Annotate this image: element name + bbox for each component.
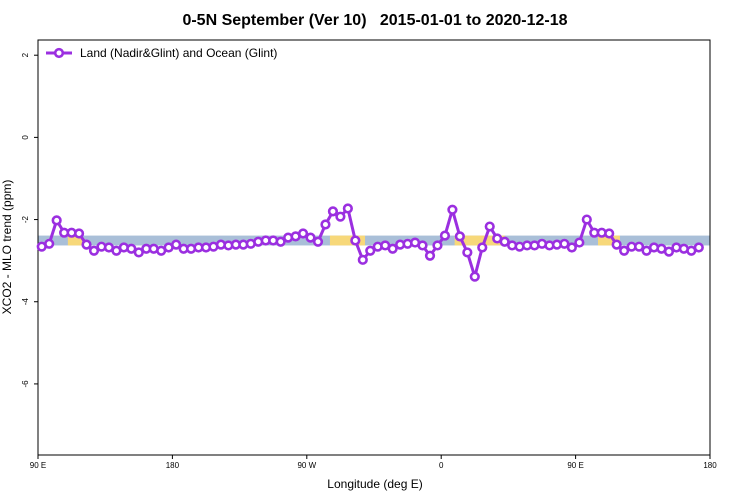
y-tick-label: 0 [21, 135, 30, 140]
data-point [469, 271, 480, 282]
data-point [350, 235, 361, 246]
data-point [133, 247, 144, 258]
x-tick-label: 0 [439, 461, 444, 470]
data-point [611, 239, 622, 250]
band [329, 235, 366, 246]
data-point [327, 206, 339, 217]
data-point [574, 237, 585, 248]
data-point [619, 245, 630, 256]
y-tick-label: -2 [21, 215, 30, 223]
data-point [73, 228, 85, 239]
data-point [342, 203, 353, 214]
data-point [484, 221, 495, 232]
data-point [44, 238, 55, 249]
band [598, 235, 620, 246]
data-point [693, 242, 704, 253]
data-point [320, 219, 331, 230]
data-point [305, 232, 316, 243]
y-tick-label: -6 [21, 380, 30, 388]
x-axis-label: Longitude (deg E) [327, 477, 422, 491]
x-tick-label: 180 [166, 461, 180, 470]
data-point [297, 228, 309, 239]
data-point [424, 250, 436, 261]
x-tick-label: 90 W [297, 461, 316, 470]
x-tick-label: 90 E [567, 461, 583, 470]
data-point [566, 242, 577, 253]
data-point [633, 241, 645, 252]
y-tick-label: -4 [21, 298, 30, 306]
data-point [312, 236, 324, 247]
x-tick-label: 180 [703, 461, 717, 470]
data-point [462, 247, 473, 258]
x-tick-label: 90 E [30, 461, 46, 470]
data-point [559, 238, 570, 249]
legend-marker [53, 47, 65, 59]
data-point [604, 228, 615, 239]
data-point [171, 239, 182, 250]
y-axis-label: XCO2 - MLO trend (ppm) [0, 180, 14, 315]
y-tick-label: 2 [21, 52, 30, 57]
data-point [387, 243, 398, 254]
data-point [447, 204, 458, 215]
data-point [439, 230, 451, 241]
band [38, 235, 710, 246]
data-point [357, 254, 368, 265]
data-point [499, 236, 510, 247]
data-point [81, 239, 92, 250]
data-point [88, 245, 100, 256]
data-point [581, 214, 592, 225]
data-point [275, 236, 286, 247]
data-point [454, 231, 465, 242]
legend-label: Land (Nadir&Glint) and Ocean (Glint) [80, 46, 277, 60]
data-point [51, 215, 62, 226]
data-point [365, 245, 376, 256]
data-point [126, 243, 137, 254]
data-point [417, 240, 428, 251]
data-point [477, 242, 488, 253]
chart-title: 0-5N September (Ver 10) 2015-01-01 to 20… [182, 12, 567, 29]
data-point [432, 240, 443, 251]
data-point [335, 211, 346, 222]
band [67, 235, 83, 246]
band [454, 235, 505, 246]
data-point [663, 246, 675, 257]
